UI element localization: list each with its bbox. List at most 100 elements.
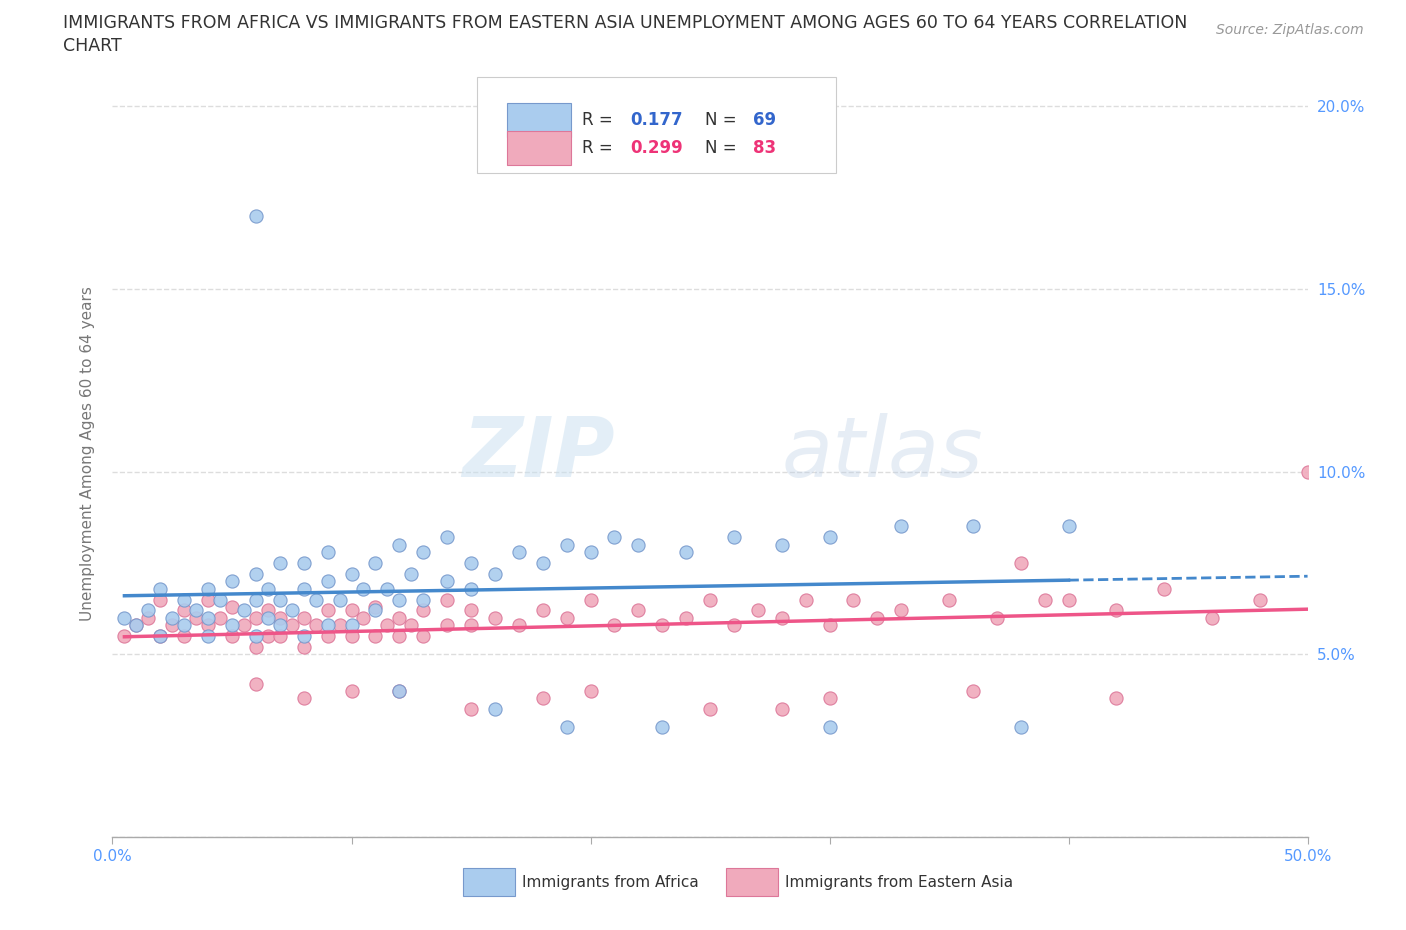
Point <box>233 603 256 618</box>
Point <box>340 684 363 698</box>
Text: 83: 83 <box>754 139 776 157</box>
Point <box>245 676 267 691</box>
Point <box>675 545 697 560</box>
Point <box>257 603 280 618</box>
Point <box>388 538 411 552</box>
Text: IMMIGRANTS FROM AFRICA VS IMMIGRANTS FROM EASTERN ASIA UNEMPLOYMENT AMONG AGES 6: IMMIGRANTS FROM AFRICA VS IMMIGRANTS FRO… <box>63 14 1188 32</box>
Point <box>484 566 506 581</box>
Point <box>460 555 482 570</box>
Point <box>603 618 626 632</box>
Point <box>233 618 256 632</box>
Point <box>401 618 423 632</box>
Point <box>114 629 135 644</box>
Point <box>866 610 889 625</box>
Point <box>269 555 291 570</box>
Point <box>579 684 602 698</box>
Point <box>197 581 219 596</box>
Point <box>221 574 243 589</box>
Point <box>245 640 267 655</box>
Point <box>269 610 291 625</box>
Point <box>651 618 673 632</box>
Point <box>292 629 315 644</box>
Point <box>138 610 160 625</box>
Point <box>245 629 267 644</box>
Point <box>1057 592 1080 607</box>
Point <box>340 618 363 632</box>
Point <box>292 610 315 625</box>
Point <box>555 610 578 625</box>
Point <box>257 610 280 625</box>
Point <box>173 629 195 644</box>
Point <box>675 610 697 625</box>
FancyBboxPatch shape <box>463 869 515 897</box>
Point <box>340 566 363 581</box>
Point <box>149 581 172 596</box>
Point <box>401 566 423 581</box>
Point <box>412 545 434 560</box>
Point <box>149 629 172 644</box>
Point <box>173 592 195 607</box>
Point <box>1249 592 1271 607</box>
Point <box>305 618 328 632</box>
Point <box>388 592 411 607</box>
Point <box>962 519 984 534</box>
Point <box>149 629 172 644</box>
Point <box>281 603 304 618</box>
Point <box>770 538 793 552</box>
Text: R =: R = <box>582 139 619 157</box>
Point <box>412 629 434 644</box>
Point <box>305 592 328 607</box>
Text: 0.299: 0.299 <box>630 139 683 157</box>
Point <box>1010 555 1032 570</box>
Point <box>316 618 339 632</box>
Point <box>986 610 1008 625</box>
Text: N =: N = <box>706 111 742 128</box>
Point <box>269 629 291 644</box>
Point <box>962 684 984 698</box>
Point <box>555 538 578 552</box>
Point <box>1105 603 1128 618</box>
Point <box>579 545 602 560</box>
Text: CHART: CHART <box>63 37 122 55</box>
Point <box>436 574 458 589</box>
Point <box>221 618 243 632</box>
Text: Source: ZipAtlas.com: Source: ZipAtlas.com <box>1216 23 1364 37</box>
Point <box>316 574 339 589</box>
Point <box>388 684 411 698</box>
Point <box>316 545 339 560</box>
Point <box>890 519 912 534</box>
Y-axis label: Unemployment Among Ages 60 to 64 years: Unemployment Among Ages 60 to 64 years <box>80 286 96 621</box>
Point <box>460 581 482 596</box>
Point <box>316 629 339 644</box>
Point <box>186 603 208 618</box>
Point <box>340 629 363 644</box>
Text: atlas: atlas <box>782 413 983 494</box>
Point <box>651 720 673 735</box>
Point <box>352 610 374 625</box>
Point <box>388 684 411 698</box>
Point <box>508 618 530 632</box>
Text: ZIP: ZIP <box>461 413 614 494</box>
Point <box>699 592 721 607</box>
Point <box>329 618 352 632</box>
Point <box>197 610 219 625</box>
Point <box>221 629 243 644</box>
Text: 0.177: 0.177 <box>630 111 682 128</box>
Point <box>531 555 554 570</box>
Point <box>316 603 339 618</box>
Point <box>1201 610 1223 625</box>
Point <box>269 592 291 607</box>
Point <box>388 629 411 644</box>
Point <box>794 592 817 607</box>
Point <box>245 610 267 625</box>
Point <box>770 610 793 625</box>
Point <box>352 581 374 596</box>
Text: Immigrants from Africa: Immigrants from Africa <box>523 875 699 890</box>
Point <box>1010 720 1032 735</box>
Point <box>699 702 721 717</box>
Point <box>197 618 219 632</box>
Point <box>531 603 554 618</box>
Point <box>770 702 793 717</box>
Point <box>269 618 291 632</box>
Point <box>842 592 865 607</box>
